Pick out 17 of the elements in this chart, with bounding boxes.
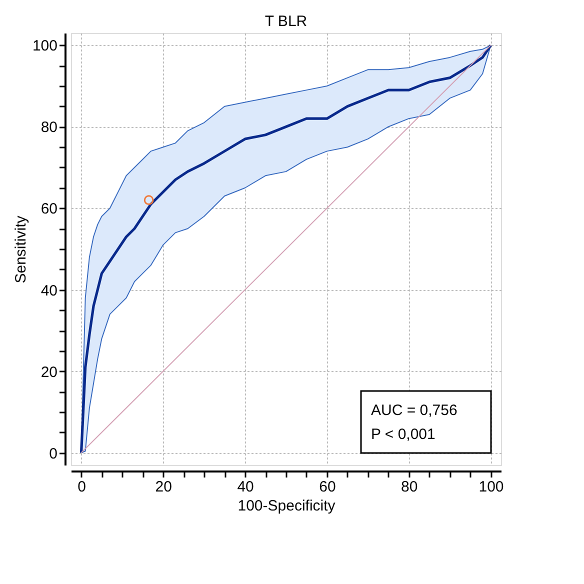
- annotation: P < 0,001: [371, 426, 436, 443]
- y-tick-label: 80: [40, 119, 58, 136]
- x-tick-label: 100: [478, 478, 504, 496]
- y-tick-label: 0: [49, 445, 58, 462]
- chart-title: T BLR: [264, 13, 308, 30]
- y-tick-label: 40: [40, 282, 58, 300]
- annotation: AUC = 0,756: [371, 402, 458, 419]
- y-tick-label: 60: [40, 200, 58, 218]
- y-tick-label: 20: [40, 364, 58, 381]
- x-tick-label: 80: [401, 478, 418, 496]
- x-tick-label: 40: [237, 478, 254, 496]
- x-tick-label: 60: [319, 478, 336, 496]
- x-axis-title: 100-Specificity: [238, 498, 336, 514]
- y-axis-title: Sensitivity: [12, 215, 30, 284]
- x-tick-label: 0: [78, 478, 86, 496]
- y-tick-label: 100: [32, 38, 58, 55]
- x-tick-label: 20: [155, 478, 172, 496]
